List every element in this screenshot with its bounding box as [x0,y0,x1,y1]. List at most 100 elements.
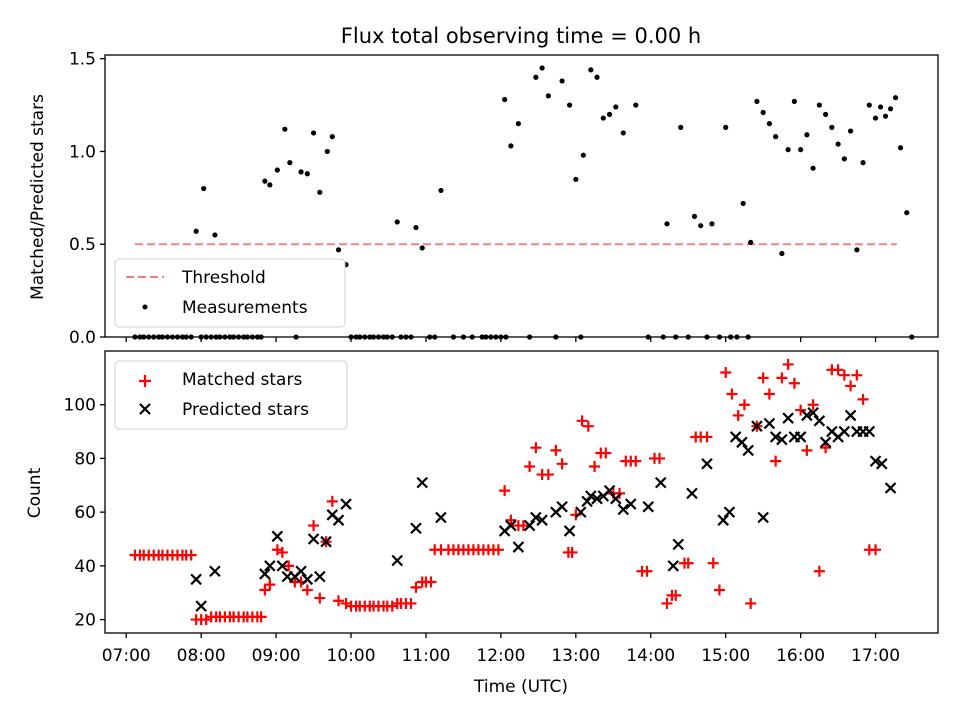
measurement-point [193,228,199,234]
predicted-star-point [314,570,326,583]
measurement-point [698,223,704,229]
x-tick-label: 08:00 [177,646,226,666]
measurement-point [580,152,586,158]
bottom-panel: 20 40 60 80 100 Count 07:00 08:00 09:00 … [25,350,939,697]
measurements-legend-swatch [142,304,148,310]
top-panel: 0.0 0.5 1.0 1.5 Matched/Predicted stars … [28,50,939,348]
measurement-point [877,104,884,110]
predicted-star-point [523,519,536,532]
bottom-legend-box [114,360,348,430]
measurement-point [559,78,565,84]
measurement-point [860,160,866,166]
predicted-star-point [391,554,404,567]
matched-star-point [283,560,295,572]
predicted-star-point [838,425,851,438]
bottom-ticks: 20 40 60 80 100 [64,396,877,638]
x-tick-label: 07:00 [102,646,151,666]
measurement-point [754,98,760,104]
measurement-point [317,189,323,195]
predicted-star-point [844,409,857,422]
predicted-star-point [581,495,593,508]
matched-star-point [732,409,744,421]
matched-star-point [745,597,757,609]
matched-star-point [582,420,594,432]
predicted-star-point [654,476,667,489]
top-legend: Threshold Measurements [114,258,346,328]
matched-star-point [566,546,578,558]
predicted-star-point [416,476,428,489]
matched-star-point [425,576,437,588]
matched-star-point [782,358,794,370]
measurement-point [267,182,273,188]
measurement-point [545,93,551,99]
top-axes-frame [104,54,939,338]
predicted-star-point [801,409,813,422]
predicted-star-point [794,431,807,443]
matched-star-point [326,495,338,507]
predicted-star-point [195,600,207,612]
predicted-star-point [776,433,788,446]
predicted-star-point [505,519,517,532]
predicted-star-point [751,420,763,432]
measurement-point [633,102,639,108]
predicted-star-point [701,458,713,470]
predicted-star-point [301,573,314,586]
matched-star-point [333,595,345,607]
matched-star-point [670,589,682,601]
matched-star-point [550,444,562,456]
matched-star-point [720,366,732,378]
x-tick-label: 15:00 [701,646,750,666]
measurement-point [304,171,310,177]
matched-star-point [542,469,554,481]
matched-star-point [870,544,882,556]
threshold-legend-label: Threshold [181,268,266,288]
measurement-point [201,185,207,192]
measurement-point [798,147,804,153]
top-marks [132,65,915,340]
measurement-point [835,141,841,147]
matched-star-point [314,592,326,604]
bottom-y-tick-label: 20 [74,611,96,631]
x-tick-label: 16:00 [776,646,825,666]
measurement-point [515,121,521,127]
matched-star-point [185,549,197,561]
matched-star-point [654,452,666,464]
matched-star-point [259,584,271,596]
matched-star-point [308,520,320,532]
matched-star-point [614,487,626,499]
predicted-star-point [869,455,882,467]
matched-star-point [630,455,642,467]
measurement-point [791,98,797,104]
measurement-point [298,169,304,175]
measurement-point [533,74,539,80]
measurement-point [413,224,419,231]
bottom-axes-frame [104,350,939,634]
predicted-star-point [807,406,819,419]
matched-star-point [776,372,788,384]
top-x-ticks [125,337,877,342]
measurements-legend-label: Measurements [182,298,308,318]
measurement-point [823,111,829,117]
matched-star-point [600,447,612,459]
matched-star-point [851,369,863,381]
measurement-point [804,132,810,138]
matched-star-point [763,388,775,400]
predicted-star-point [563,525,576,537]
matched-star-point [661,597,673,609]
measurement-point [329,134,335,140]
matched-star-point [641,565,653,577]
measurement-point [723,124,729,130]
predicted-star-point [617,503,630,516]
x-tick-label: 17:00 [851,646,900,666]
bottom-y-tick-label: 100 [64,396,96,416]
measurement-point [779,250,785,257]
measurement-point [748,239,754,245]
matched-star-point [832,364,844,376]
matched-star-point [857,393,869,405]
predicted-star-point [276,560,289,572]
measurement-point [588,67,594,73]
x-tick-label: 13:00 [551,646,600,666]
matched-star-point [530,442,542,454]
measurement-point [262,178,268,184]
